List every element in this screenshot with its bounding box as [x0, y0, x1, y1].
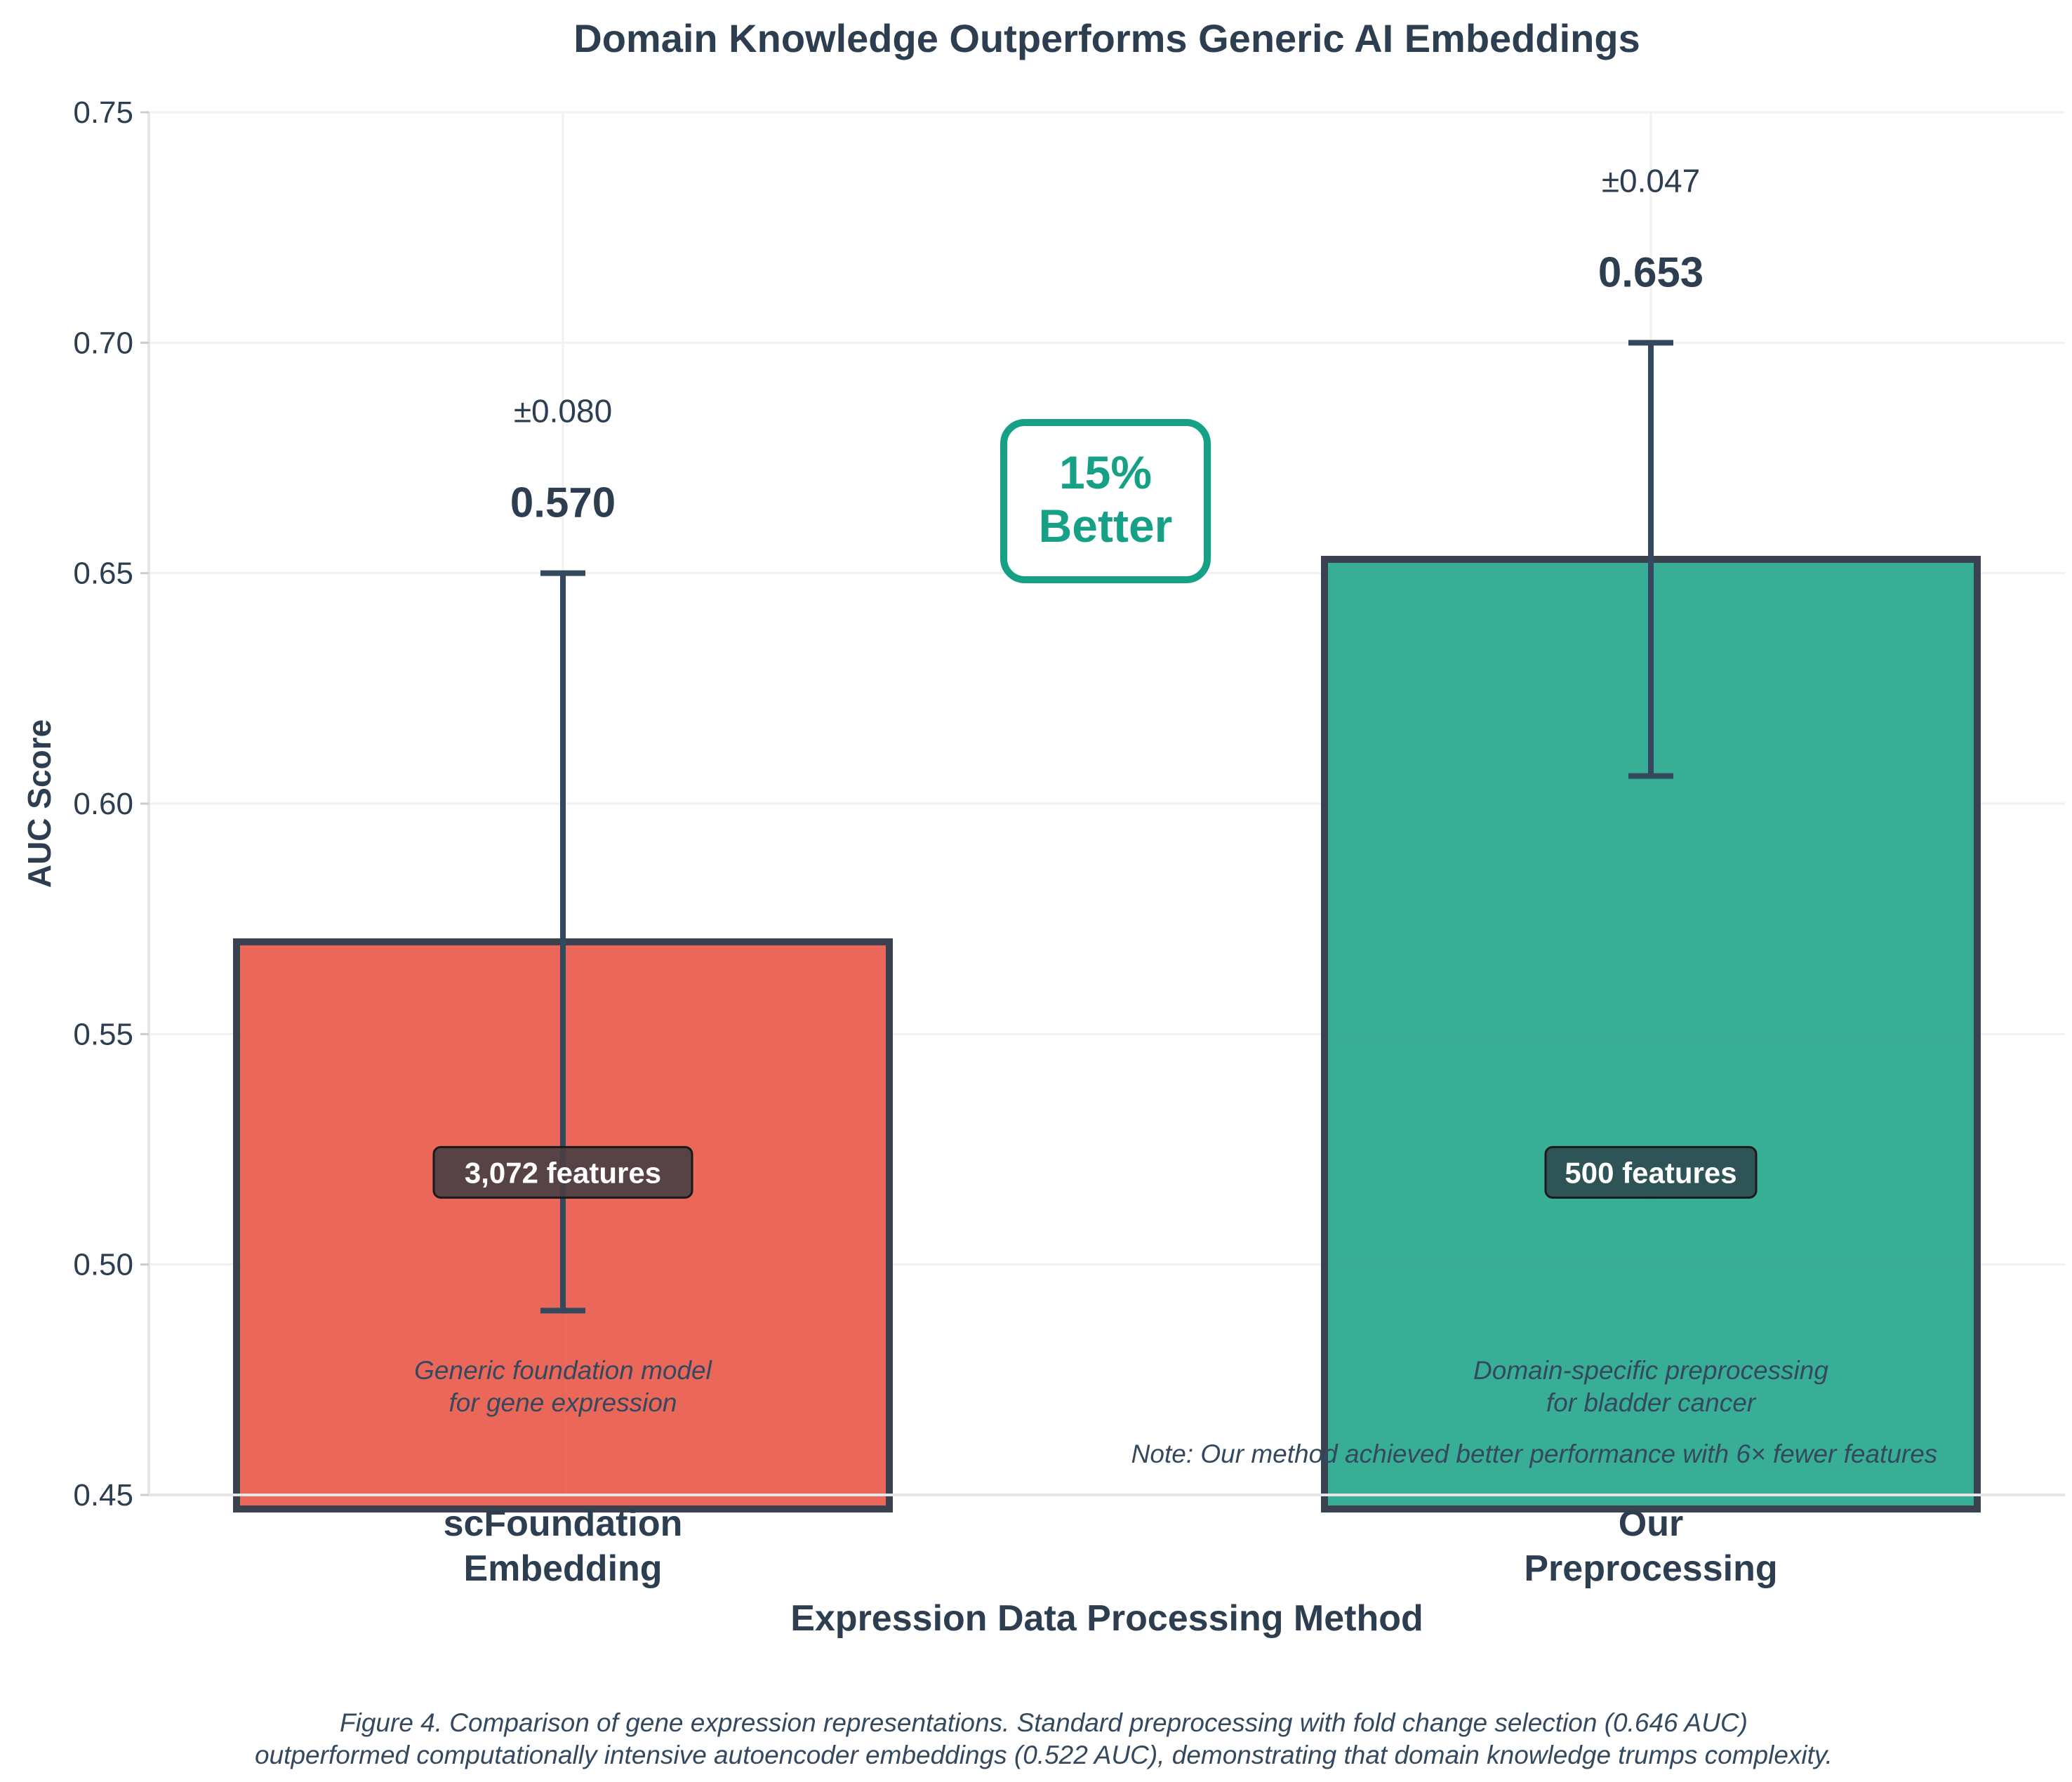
x-tick-label-1-line2: Preprocessing: [1524, 1548, 1777, 1589]
improvement-badge-box: [1000, 419, 1211, 583]
value-label-0: 0.570: [510, 479, 616, 526]
description-1-line2: for bladder cancer: [1546, 1388, 1757, 1417]
description-1-line1: Domain-specific preprocessing: [1473, 1356, 1828, 1385]
improvement-badge: 15% Better: [1000, 419, 1211, 583]
x-tick-label-1-line1: Our: [1619, 1503, 1683, 1544]
caption-line2: outperformed computationally intensive a…: [255, 1741, 1833, 1769]
x-tick-label-0-line1: scFoundation: [444, 1503, 683, 1544]
y-tick-label-6: 0.75: [73, 95, 133, 130]
error-label-0: ±0.080: [514, 393, 612, 430]
improvement-badge-line2: Better: [1039, 500, 1173, 552]
bar-labels: 0.570 ±0.080 3,072 features Generic foundat…: [414, 162, 1828, 1417]
y-tick-label-3: 0.60: [73, 787, 133, 821]
description-0-line1: Generic foundation model: [414, 1356, 712, 1385]
feature-badge-1: [1544, 1145, 1758, 1199]
y-tick-label-4: 0.65: [73, 557, 133, 591]
figure-caption: Figure 4. Comparison of gene expression …: [255, 1708, 1833, 1769]
y-tick-label-1: 0.50: [73, 1248, 133, 1282]
y-tick-label-5: 0.70: [73, 326, 133, 360]
y-ticks: 0.45 0.50 0.55 0.60 0.65 0.70 0.75: [73, 95, 149, 1512]
chart-title: Domain Knowledge Outperforms Generic AI …: [573, 16, 1640, 60]
y-tick-label-2: 0.55: [73, 1017, 133, 1051]
x-tick-label-1: Our Preprocessing: [1524, 1503, 1777, 1589]
caption-line1: Figure 4. Comparison of gene expression …: [340, 1708, 1748, 1737]
y-tick-label-0: 0.45: [73, 1478, 133, 1512]
description-0-line2: for gene expression: [449, 1388, 677, 1417]
x-tick-label-0: scFoundation Embedding: [444, 1503, 683, 1589]
feature-badge-0: [432, 1145, 693, 1199]
x-tick-label-0-line2: Embedding: [463, 1548, 662, 1589]
feature-label-0: 3,072 features: [465, 1156, 661, 1189]
improvement-badge-line1: 15%: [1059, 446, 1152, 498]
note-text: Note: Our method achieved better perform…: [1131, 1439, 1938, 1468]
feature-label-1: 500 features: [1565, 1156, 1736, 1189]
x-axis-label: Expression Data Processing Method: [790, 1598, 1423, 1639]
value-label-1: 0.653: [1598, 248, 1704, 295]
error-label-1: ±0.047: [1602, 162, 1700, 199]
y-axis-label: AUC Score: [21, 719, 58, 888]
